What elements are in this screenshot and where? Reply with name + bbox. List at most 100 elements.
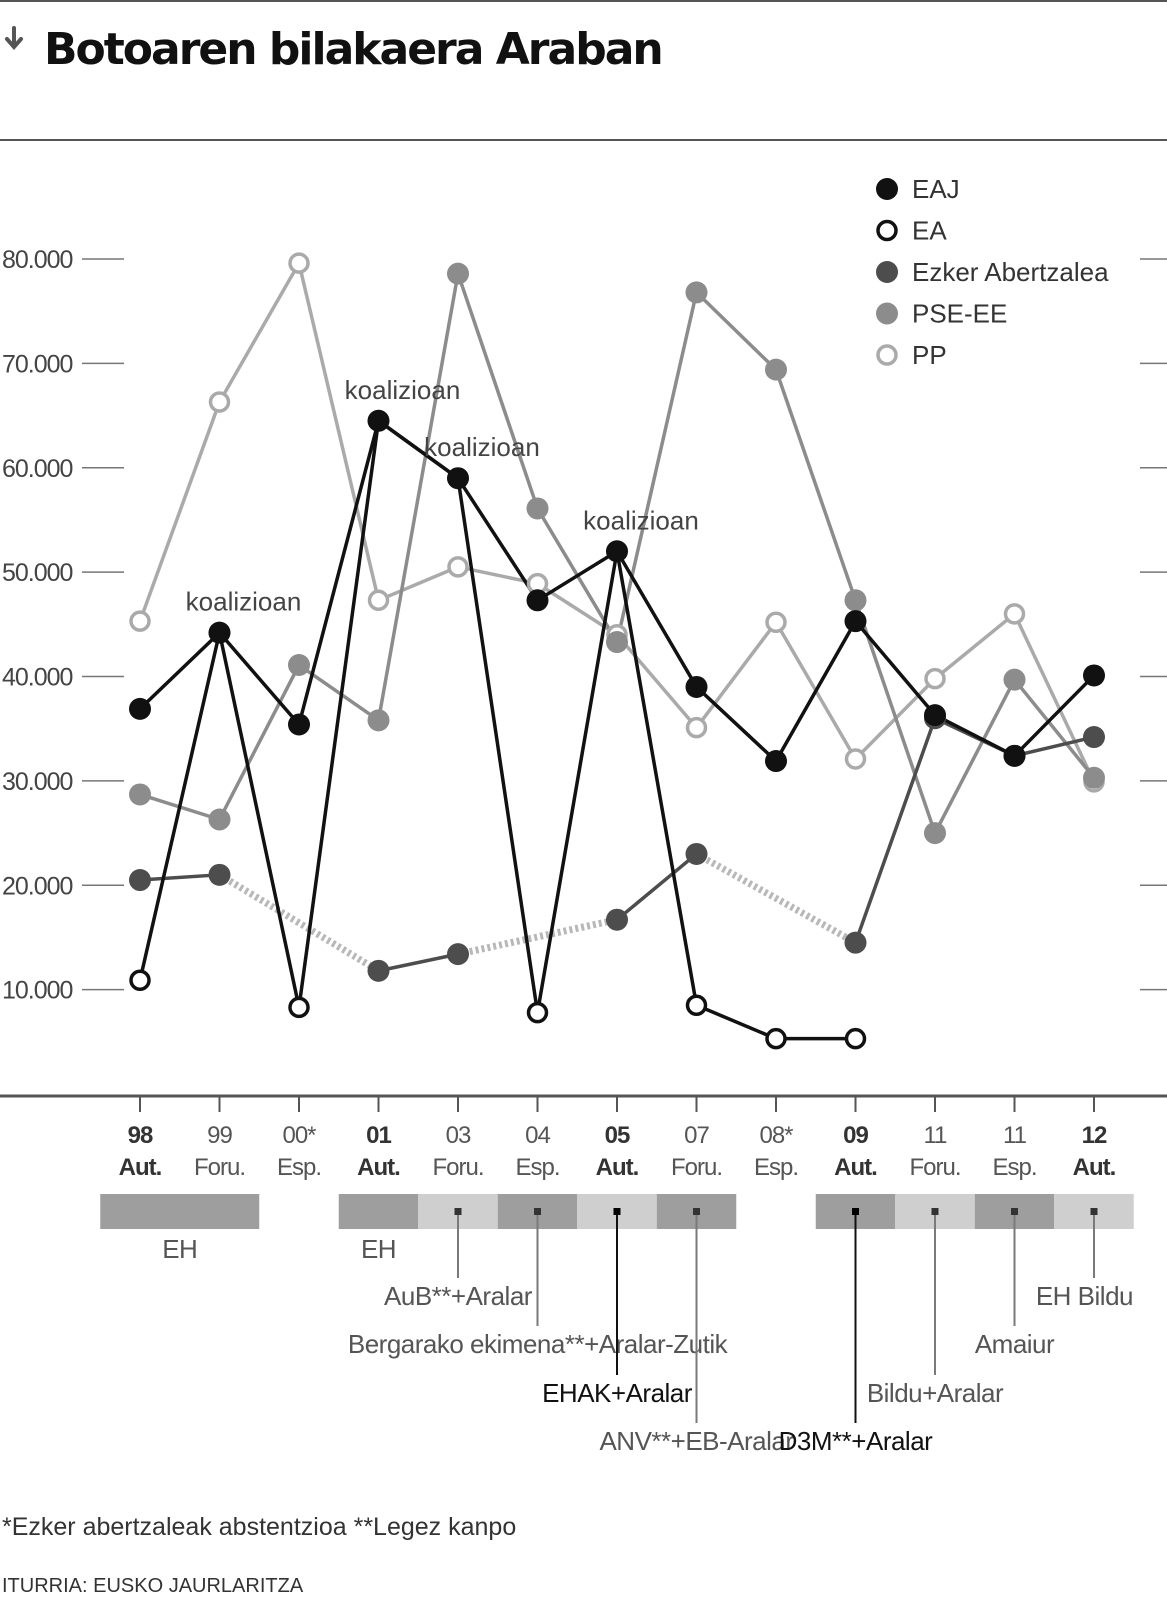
chart-header: Botoaren bilakaera Araban bbox=[5, 24, 664, 75]
x-tick-type: Esp. bbox=[277, 1154, 321, 1181]
data-point-ezker-abertzalea bbox=[447, 943, 469, 966]
data-point-ezker-abertzalea bbox=[606, 908, 628, 931]
y-tick-label: 50.000 bbox=[2, 559, 73, 587]
coalition-bars: EH EH AuB**+Aralar Bergarako ekimena**+Aral… bbox=[100, 1194, 1134, 1456]
data-point-pse-ee bbox=[606, 631, 628, 654]
x-tick-year: 98 bbox=[128, 1122, 153, 1149]
x-tick-type: Esp. bbox=[754, 1154, 798, 1181]
series-line-ea bbox=[138, 419, 856, 1041]
x-tick-year: 11 bbox=[1003, 1122, 1027, 1149]
coalition-marker bbox=[931, 1208, 939, 1215]
data-point-eaj bbox=[1003, 744, 1026, 767]
x-tick-type: Aut. bbox=[834, 1154, 877, 1181]
data-point-pse-ee bbox=[765, 358, 787, 381]
data-point-eaj bbox=[367, 409, 390, 432]
coalition-marker bbox=[852, 1208, 859, 1215]
data-point-eaj bbox=[129, 697, 151, 720]
x-tick-year: 12 bbox=[1082, 1122, 1107, 1149]
y-tick-label: 60.000 bbox=[2, 455, 73, 483]
x-tick-year: 11 bbox=[924, 1122, 948, 1149]
data-point-pp bbox=[208, 391, 231, 413]
coalition-bar bbox=[100, 1194, 260, 1229]
x-tick-year: 04 bbox=[525, 1122, 550, 1149]
coalition-label: EHAK+Aralar bbox=[542, 1378, 693, 1408]
legend-marker-ea bbox=[876, 219, 898, 242]
data-point-eaj bbox=[288, 713, 310, 736]
x-tick-year: 08* bbox=[759, 1122, 793, 1149]
x-tick-year: 00* bbox=[282, 1122, 316, 1149]
coalition-label: ANV**+EB-Aralar bbox=[599, 1426, 794, 1456]
x-tick-type: Foru. bbox=[671, 1154, 722, 1181]
x-tick-type: Aut. bbox=[119, 1154, 162, 1181]
coalition-label: Bildu+Aralar bbox=[867, 1378, 1004, 1408]
series-line-ezker-abertzalea bbox=[139, 873, 220, 882]
abstention-links bbox=[217, 850, 858, 974]
annotation-label: koalizioan bbox=[186, 587, 302, 617]
page-title: Botoaren bilakaera Araban bbox=[44, 24, 662, 75]
series-line-ezker-abertzalea bbox=[615, 852, 698, 922]
y-tick-label: 40.000 bbox=[2, 664, 73, 692]
data-point-ezker-abertzalea bbox=[367, 959, 390, 982]
coalition-label: D3M**+Aralar bbox=[779, 1426, 934, 1456]
coalition-label: Bergarako ekimena**+Aralar-Zutik bbox=[348, 1329, 729, 1359]
coalition-marker bbox=[534, 1208, 541, 1215]
x-tick-year: 01 bbox=[366, 1122, 391, 1149]
x-tick-type: Aut. bbox=[357, 1154, 400, 1181]
source-credit: ITURRIA: EUSKO JAURLARITZA bbox=[2, 1575, 304, 1597]
data-point-ezker-abertzalea bbox=[208, 863, 231, 886]
data-point-pse-ee bbox=[129, 783, 151, 806]
y-tick-label: 30.000 bbox=[2, 768, 73, 796]
data-point-ea bbox=[129, 969, 151, 991]
coalition-bar bbox=[338, 1194, 419, 1229]
x-tick-type: Aut. bbox=[596, 1154, 639, 1181]
abstention-link bbox=[217, 871, 381, 974]
x-tick-type: Foru. bbox=[194, 1154, 245, 1181]
x-tick-year: 07 bbox=[684, 1122, 709, 1149]
data-point-pse-ee bbox=[924, 822, 946, 845]
data-point-ezker-abertzalea bbox=[1083, 726, 1105, 749]
legend: EAJ EA Ezker Abertzalea PSE-EE PP bbox=[876, 174, 1109, 370]
series-line-ezker-abertzalea bbox=[853, 716, 1095, 944]
coalition-marker bbox=[1011, 1208, 1018, 1215]
data-point-pse-ee bbox=[288, 654, 310, 677]
legend-marker-eaj bbox=[876, 178, 898, 200]
data-point-pse-ee bbox=[844, 589, 867, 612]
coalition-label: EH bbox=[162, 1234, 197, 1264]
chart-frame bbox=[0, 0, 1167, 1098]
data-point-ea bbox=[844, 1027, 867, 1050]
annotation-label: koalizioan bbox=[583, 505, 699, 535]
y-tick-label: 70.000 bbox=[2, 350, 73, 378]
data-point-pp bbox=[367, 589, 390, 612]
legend-label-pp: PP bbox=[912, 340, 947, 370]
series-line-ezker-abertzalea bbox=[378, 952, 459, 973]
data-point-ezker-abertzalea bbox=[685, 842, 708, 865]
coalition-annotations: koalizioan koalizioan koalizioan koalizioan bbox=[186, 375, 699, 617]
coalition-label: EH Bildu bbox=[1036, 1281, 1133, 1311]
coalition-label: EH bbox=[361, 1234, 396, 1264]
data-point-ea bbox=[288, 996, 310, 1019]
x-tick-year: 05 bbox=[605, 1122, 630, 1149]
x-tick-type: Aut. bbox=[1073, 1154, 1116, 1181]
data-point-eaj bbox=[1083, 664, 1105, 687]
legend-marker-pse-ee bbox=[876, 302, 898, 325]
arrow-down-icon bbox=[5, 26, 23, 51]
data-point-eaj bbox=[606, 540, 628, 563]
data-point-eaj bbox=[765, 750, 787, 773]
data-point-pse-ee bbox=[367, 709, 390, 732]
legend-marker-ezker-abertzalea bbox=[876, 261, 898, 283]
abstention-link bbox=[694, 850, 858, 946]
data-point-pp bbox=[288, 252, 310, 274]
legend-label-ezker-abertzalea: Ezker Abertzalea bbox=[912, 257, 1109, 287]
data-point-pp bbox=[1003, 603, 1026, 625]
data-point-pse-ee bbox=[685, 281, 708, 304]
coalition-label: AuB**+Aralar bbox=[384, 1281, 533, 1311]
data-point-pse-ee bbox=[447, 262, 469, 285]
coalition-marker bbox=[693, 1208, 700, 1215]
legend-label-eaj: EAJ bbox=[912, 174, 960, 204]
annotation-label: koalizioan bbox=[345, 375, 461, 405]
data-point-ea bbox=[765, 1027, 787, 1050]
data-point-ea bbox=[685, 994, 708, 1017]
data-point-pse-ee bbox=[208, 808, 231, 831]
x-tick-type: Foru. bbox=[432, 1154, 483, 1181]
